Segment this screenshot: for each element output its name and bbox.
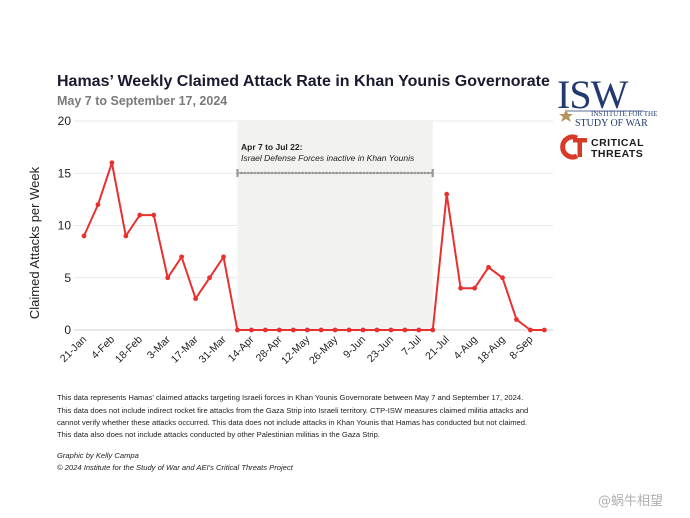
data-point bbox=[346, 327, 352, 333]
x-tick-label: 18-Aug bbox=[475, 334, 508, 367]
data-point bbox=[332, 327, 338, 333]
note-line-2: This data does not include indirect rock… bbox=[57, 406, 528, 415]
inactive-period-shading bbox=[237, 121, 433, 330]
data-point bbox=[444, 191, 450, 197]
x-tick-label: 14-Apr bbox=[226, 333, 257, 364]
data-point bbox=[95, 202, 101, 208]
credit-author: Graphic by Kelly Campa bbox=[57, 451, 139, 460]
data-point bbox=[262, 327, 268, 333]
data-point bbox=[276, 327, 282, 333]
isw-logo-abbr: ISW bbox=[557, 72, 629, 117]
isw-logo-line1: INSTITUTE FOR THE bbox=[591, 110, 657, 118]
critical-threats-logo: CRITICAL THREATS bbox=[560, 134, 644, 160]
data-point bbox=[430, 327, 436, 333]
y-axis-label: Claimed Attacks per Week bbox=[27, 166, 42, 319]
data-point bbox=[193, 296, 199, 302]
data-point bbox=[541, 327, 547, 333]
watermark: @蜗牛相望 bbox=[598, 493, 663, 509]
x-tick-label: 8-Sep bbox=[507, 334, 535, 362]
isw-logo-line2: STUDY OF WAR bbox=[575, 118, 648, 129]
annotation-line1: Apr 7 to Jul 22: bbox=[241, 142, 303, 152]
x-tick-label: 23-Jun bbox=[365, 334, 396, 365]
data-point bbox=[137, 212, 143, 218]
data-point bbox=[318, 327, 324, 333]
inactive-period-area bbox=[237, 121, 433, 330]
data-point bbox=[514, 317, 519, 322]
data-point bbox=[402, 327, 408, 333]
data-point bbox=[304, 327, 310, 333]
data-point bbox=[500, 275, 505, 281]
data-point bbox=[221, 254, 226, 260]
data-point bbox=[151, 212, 157, 218]
ct-t-stem bbox=[577, 138, 582, 157]
data-point bbox=[179, 254, 185, 260]
data-point bbox=[416, 327, 422, 333]
y-tick-label: 0 bbox=[64, 323, 71, 337]
data-point bbox=[235, 327, 240, 333]
x-tick-label: 26-May bbox=[307, 333, 341, 367]
data-point bbox=[81, 233, 87, 239]
annotation-line2: Israel Defense Forces inactive in Khan Y… bbox=[241, 153, 415, 163]
chart-title: Hamas’ Weekly Claimed Attack Rate in Kha… bbox=[57, 73, 550, 90]
star-icon bbox=[559, 109, 573, 122]
data-point bbox=[109, 160, 115, 166]
data-point bbox=[374, 327, 380, 333]
data-point bbox=[458, 285, 464, 291]
isw-logo: ISW INSTITUTE FOR THE STUDY OF WAR bbox=[557, 72, 657, 129]
data-point bbox=[528, 327, 533, 333]
x-tick-label: 7-Jul bbox=[399, 334, 424, 359]
inactive-period-bracket bbox=[236, 169, 434, 177]
y-tick-label: 15 bbox=[58, 166, 72, 180]
series-claimed-attacks bbox=[81, 160, 547, 333]
note-line-4: This data also does not include attacks … bbox=[57, 430, 380, 439]
x-tick-label: 17-Mar bbox=[169, 333, 201, 365]
ct-logo-line2: THREATS bbox=[591, 148, 643, 160]
y-tick-label: 20 bbox=[58, 114, 72, 128]
y-tick-label: 10 bbox=[58, 219, 72, 233]
note-line-1: This data represents Hamas' claimed atta… bbox=[57, 393, 523, 402]
x-tick-label: 12-May bbox=[279, 333, 313, 367]
ct-c-glyph bbox=[560, 134, 579, 160]
chart-subtitle: May 7 to September 17, 2024 bbox=[57, 94, 227, 108]
note-line-3: cannot verify whether these attacks occu… bbox=[57, 418, 527, 427]
x-tick-label: 31-Mar bbox=[197, 333, 229, 365]
series-line bbox=[83, 161, 545, 331]
y-axis-ticks: 0 5 10 15 20 bbox=[58, 114, 72, 337]
data-point bbox=[123, 233, 129, 239]
data-point bbox=[360, 327, 366, 333]
data-point bbox=[486, 264, 491, 270]
data-point bbox=[472, 285, 477, 291]
x-tick-label: 18-Feb bbox=[113, 334, 145, 366]
ct-logo-line1: CRITICAL bbox=[591, 137, 644, 149]
data-point bbox=[207, 275, 212, 281]
y-tick-label: 5 bbox=[64, 271, 71, 285]
data-point bbox=[290, 327, 296, 333]
data-point bbox=[165, 275, 171, 281]
data-point bbox=[249, 327, 254, 333]
x-tick-label: 21-Jul bbox=[423, 334, 452, 363]
credit-copyright: © 2024 Institute for the Study of War an… bbox=[57, 463, 294, 472]
x-tick-label: 21-Jan bbox=[58, 334, 89, 365]
data-point bbox=[388, 327, 394, 333]
